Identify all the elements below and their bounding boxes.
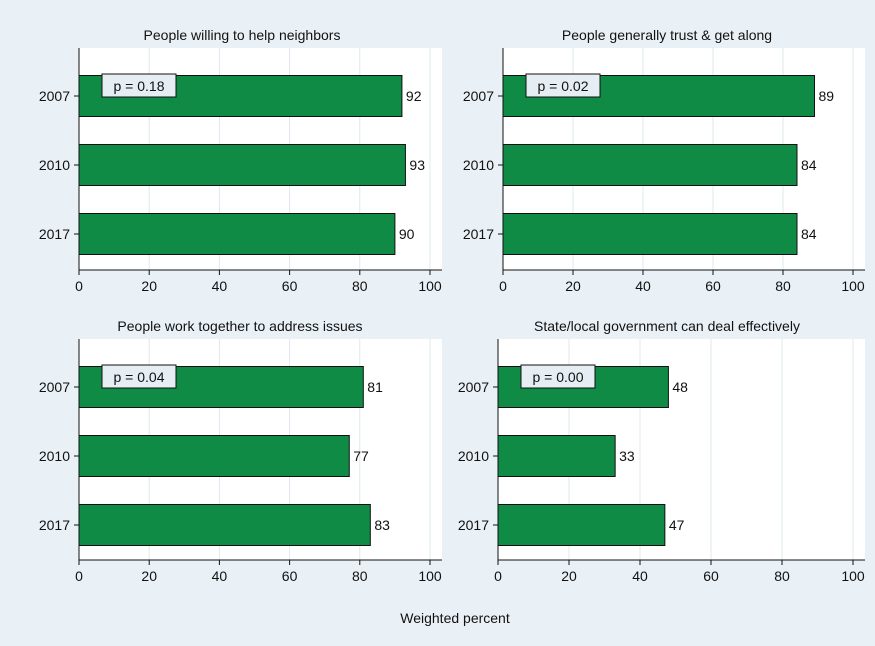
x-tick-label: 100 xyxy=(418,568,442,584)
x-tick-label: 40 xyxy=(635,278,651,294)
x-tick-label: 80 xyxy=(352,278,368,294)
p-value-label: p = 0.02 xyxy=(538,78,589,94)
bar-value-label: 83 xyxy=(374,517,390,533)
bar xyxy=(78,504,371,546)
y-tick-label: 2017 xyxy=(458,517,489,533)
x-axis-title: Weighted percent xyxy=(400,610,510,626)
bar xyxy=(78,435,350,477)
bar-value-label: 77 xyxy=(353,448,369,464)
x-tick-label: 60 xyxy=(282,278,298,294)
x-tick-label: 0 xyxy=(75,278,83,294)
x-tick-label: 100 xyxy=(841,568,865,584)
bar-value-label: 89 xyxy=(819,88,835,104)
y-tick-label: 2010 xyxy=(458,448,489,464)
panel-title: People willing to help neighbors xyxy=(144,27,341,43)
y-tick-label: 2007 xyxy=(39,88,70,104)
y-tick-label: 2010 xyxy=(463,157,494,173)
x-tick-label: 0 xyxy=(75,568,83,584)
y-tick-label: 2017 xyxy=(39,517,70,533)
chart-panel-2: People generally trust & get along 89 2007… xyxy=(463,27,865,294)
p-value-box xyxy=(520,364,596,389)
y-tick-label: 2007 xyxy=(458,379,489,395)
y-tick-label: 2010 xyxy=(39,448,70,464)
p-value-label: p = 0.00 xyxy=(533,369,584,385)
x-tick-label: 60 xyxy=(705,278,721,294)
y-tick-label: 2017 xyxy=(463,226,494,242)
x-tick-label: 0 xyxy=(494,568,502,584)
x-tick-label: 20 xyxy=(565,278,581,294)
x-tick-label: 0 xyxy=(499,278,507,294)
y-tick-label: 2017 xyxy=(39,226,70,242)
panel-title: People work together to address issues xyxy=(117,318,362,334)
x-tick-label: 40 xyxy=(632,568,648,584)
y-tick-label: 2007 xyxy=(463,88,494,104)
x-tick-label: 100 xyxy=(418,278,442,294)
p-value-box xyxy=(101,364,177,389)
p-value-label: p = 0.18 xyxy=(114,78,165,94)
x-tick-label: 80 xyxy=(774,568,790,584)
x-tick-label: 40 xyxy=(212,568,228,584)
x-tick-label: 80 xyxy=(352,568,368,584)
bar-value-label: 84 xyxy=(801,157,817,173)
bar-value-label: 33 xyxy=(619,448,635,464)
bar-value-label: 81 xyxy=(367,379,383,395)
p-value-label: p = 0.04 xyxy=(114,369,165,385)
bar xyxy=(78,144,406,186)
bar-value-label: 90 xyxy=(399,226,415,242)
bar-value-label: 48 xyxy=(672,379,688,395)
bar xyxy=(78,213,396,255)
x-tick-label: 80 xyxy=(775,278,791,294)
panel-title: State/local government can deal effectiv… xyxy=(534,318,800,334)
bar-value-label: 93 xyxy=(409,157,425,173)
x-tick-label: 40 xyxy=(212,278,228,294)
bar xyxy=(502,144,798,186)
panel-title: People generally trust & get along xyxy=(562,27,772,43)
x-tick-label: 20 xyxy=(561,568,577,584)
y-tick-label: 2010 xyxy=(39,157,70,173)
p-value-box xyxy=(101,73,177,98)
bar-value-label: 84 xyxy=(801,226,817,242)
x-tick-label: 60 xyxy=(282,568,298,584)
chart-panel-4: State/local government can deal effectiv… xyxy=(458,318,865,584)
x-tick-label: 20 xyxy=(141,278,157,294)
bar-value-label: 47 xyxy=(669,517,685,533)
x-tick-label: 20 xyxy=(141,568,157,584)
x-tick-label: 60 xyxy=(703,568,719,584)
chart-panel-1: People willing to help neighbors 92 2007 93… xyxy=(39,27,442,294)
bar xyxy=(497,435,616,477)
y-tick-label: 2007 xyxy=(39,379,70,395)
chart-panel-3: People work together to address issues 81… xyxy=(39,318,442,584)
bar xyxy=(502,213,798,255)
bar-value-label: 92 xyxy=(406,88,422,104)
x-tick-label: 100 xyxy=(841,278,865,294)
bar xyxy=(497,504,666,546)
p-value-box xyxy=(525,73,601,98)
